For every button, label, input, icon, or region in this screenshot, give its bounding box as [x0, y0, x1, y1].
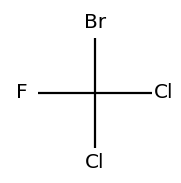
Text: Cl: Cl [85, 154, 105, 173]
Text: Br: Br [84, 12, 106, 31]
Text: Cl: Cl [154, 83, 174, 102]
Text: F: F [16, 83, 28, 102]
